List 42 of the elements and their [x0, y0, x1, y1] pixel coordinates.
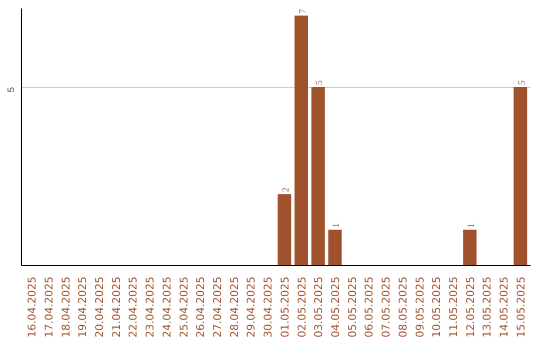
bar	[328, 230, 342, 266]
x-tick-label: 23.04.2025	[144, 276, 157, 338]
x-tick-label: 13.05.2025	[480, 276, 494, 338]
x-tick-label: 24.04.2025	[160, 276, 174, 338]
x-tick-label: 02.05.2025	[295, 276, 308, 338]
x-tick-label: 26.04.2025	[194, 276, 208, 338]
x-tick-label: 27.04.2025	[211, 276, 224, 338]
bar	[514, 87, 528, 266]
x-tick-label: 11.05.2025	[446, 276, 460, 338]
x-tick-label: 14.05.2025	[498, 276, 511, 338]
x-tick-label: 10.05.2025	[430, 276, 444, 338]
x-tick-label: 12.05.2025	[464, 276, 477, 338]
x-tick-label: 21.04.2025	[110, 276, 123, 338]
x-tick-label: 20.04.2025	[93, 276, 106, 338]
data-label: 1	[466, 222, 477, 228]
x-tick-label: 18.04.2025	[59, 276, 72, 338]
bar	[463, 230, 477, 266]
x-tick-label: 25.04.2025	[177, 276, 190, 338]
x-tick-label: 22.04.2025	[126, 276, 140, 338]
data-label: 5	[517, 80, 528, 86]
x-tick-label: 16.04.2025	[26, 276, 39, 338]
x-tick-label: 19.04.2025	[76, 276, 90, 338]
x-tick-label: 30.04.2025	[262, 276, 275, 338]
x-tick-label: 08.05.2025	[396, 276, 410, 338]
x-tick-label: 01.05.2025	[278, 276, 292, 338]
x-tick-label: 17.04.2025	[42, 276, 56, 338]
x-tick-label: 06.05.2025	[362, 276, 376, 338]
x-tick-label: 05.05.2025	[346, 276, 359, 338]
x-tick-label: 03.05.2025	[312, 276, 326, 338]
x-tick-label: 29.04.2025	[244, 276, 258, 338]
data-label: 7	[298, 8, 308, 14]
bar	[311, 87, 325, 266]
x-tick-label: 28.04.2025	[228, 276, 241, 338]
x-tick-label: 09.05.2025	[413, 276, 426, 338]
x-tick-label: 07.05.2025	[380, 276, 393, 338]
data-label: 5	[315, 80, 326, 86]
data-label: 1	[332, 222, 342, 228]
bar	[294, 16, 308, 266]
data-label: 2	[281, 187, 292, 192]
x-tick-label: 04.05.2025	[328, 276, 342, 338]
bar	[278, 194, 292, 266]
x-tick-label: 15.05.2025	[514, 276, 528, 338]
